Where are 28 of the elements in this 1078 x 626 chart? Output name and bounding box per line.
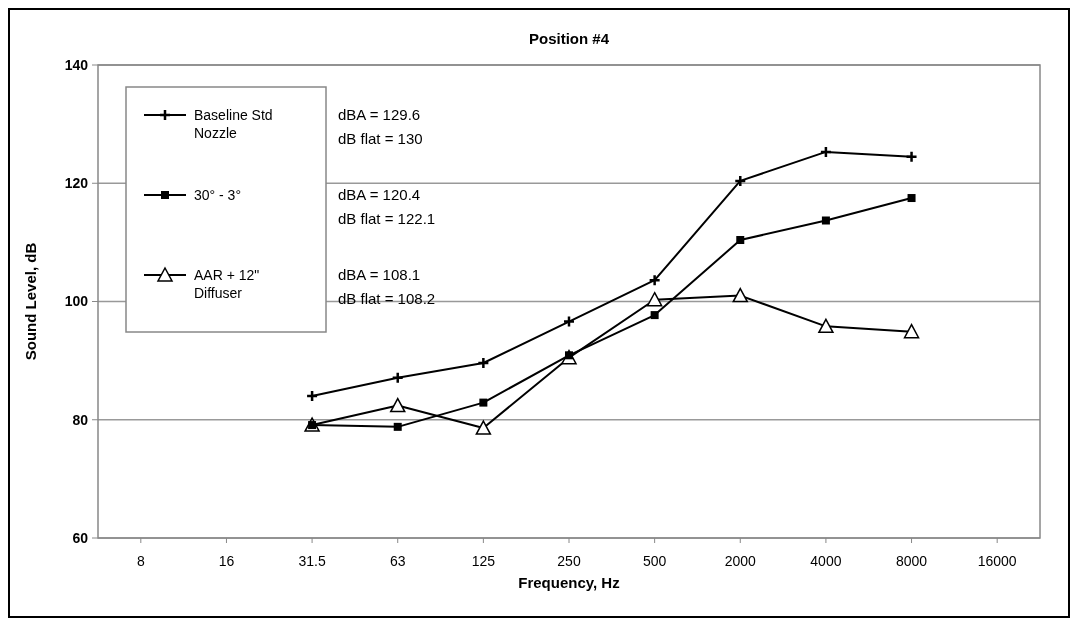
annotation: dB flat = 122.1 — [338, 210, 436, 228]
y-axis-title: Sound Level, dB — [22, 242, 39, 361]
legend-label: Baseline Std Nozzle — [194, 106, 273, 142]
x-tick-label: 4000 — [810, 553, 842, 569]
annotation: dB flat = 130 — [338, 130, 423, 148]
x-tick-label: 125 — [471, 553, 496, 569]
legend-label: AAR + 12" Diffuser — [194, 266, 260, 302]
x-tick-label: 250 — [557, 553, 581, 569]
x-tick-label: 2000 — [724, 553, 757, 569]
annotation: dB flat = 108.2 — [338, 290, 436, 308]
chart-title: Position #4 — [528, 30, 610, 47]
y-tick-label: 120 — [64, 175, 89, 192]
x-axis-title: Frequency, Hz — [518, 574, 620, 591]
legend-label: 30° - 3° — [194, 186, 241, 203]
x-tick-label: 63 — [389, 553, 406, 569]
annotation: dBA = 108.1 — [338, 266, 421, 284]
x-tick-label: 500 — [642, 553, 667, 569]
y-tick-label: 60 — [72, 529, 89, 546]
x-tick-label: 16000 — [977, 553, 1017, 569]
y-tick-label: 140 — [64, 56, 89, 73]
x-tick-label: 8000 — [895, 553, 928, 569]
x-tick-label: 16 — [218, 553, 235, 569]
annotation: dBA = 120.4 — [338, 186, 421, 204]
x-tick-label: 8 — [136, 553, 145, 569]
x-tick-label: 31.5 — [298, 553, 326, 569]
annotation: dBA = 129.6 — [338, 106, 421, 124]
y-tick-label: 100 — [64, 293, 89, 310]
y-tick-label: 80 — [72, 411, 89, 428]
